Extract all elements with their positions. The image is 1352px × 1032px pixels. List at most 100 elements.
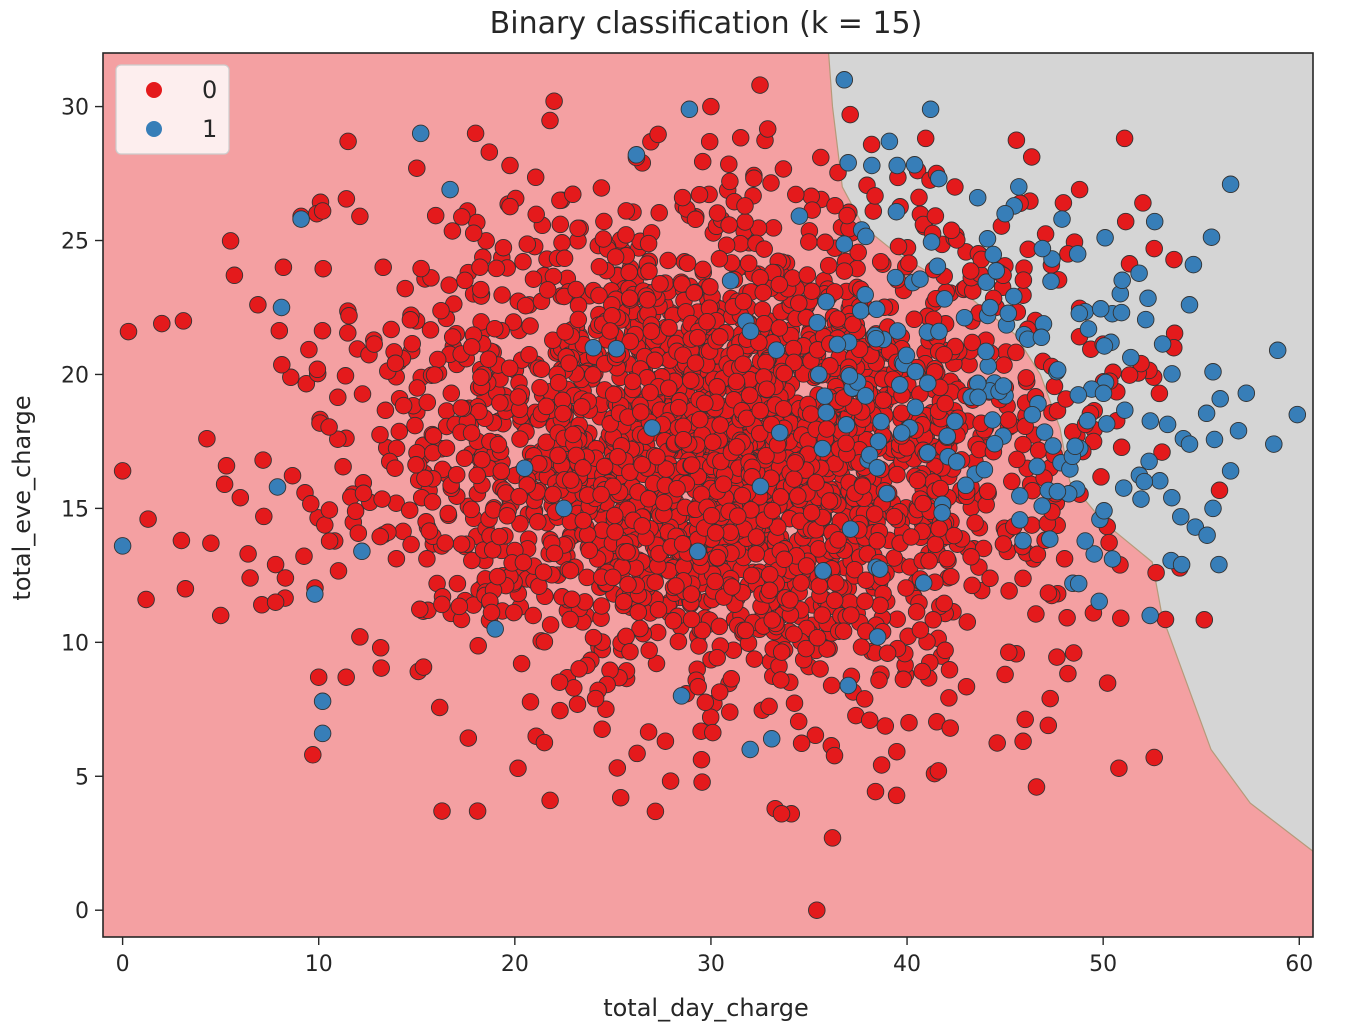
point-class-0 xyxy=(1112,438,1131,457)
point-class-0 xyxy=(477,232,495,250)
point-class-0 xyxy=(907,603,926,621)
point-class-0 xyxy=(698,312,716,331)
point-class-0 xyxy=(682,456,701,474)
point-class-0 xyxy=(1115,129,1134,148)
point-class-0 xyxy=(489,435,508,454)
point-class-0 xyxy=(961,262,980,280)
point-class-0 xyxy=(940,661,959,679)
point-class-0 xyxy=(621,332,640,351)
point-class-0 xyxy=(701,708,720,726)
point-class-0 xyxy=(760,565,779,584)
point-class-1 xyxy=(1103,550,1122,568)
point-class-0 xyxy=(708,548,727,567)
point-class-0 xyxy=(604,385,623,404)
point-class-1 xyxy=(906,398,925,417)
point-class-0 xyxy=(578,568,596,587)
point-class-0 xyxy=(640,262,658,281)
point-class-0 xyxy=(471,258,489,276)
point-class-0 xyxy=(545,92,563,110)
x-tick-label: 10 xyxy=(305,952,333,977)
point-class-1 xyxy=(930,322,948,341)
point-class-0 xyxy=(501,197,519,216)
point-class-0 xyxy=(838,206,856,225)
point-class-0 xyxy=(221,232,240,250)
point-class-0 xyxy=(708,204,727,222)
point-class-1 xyxy=(1032,328,1051,347)
point-class-0 xyxy=(632,403,650,421)
point-class-0 xyxy=(822,676,841,695)
point-class-0 xyxy=(940,689,958,707)
point-class-0 xyxy=(443,328,462,346)
point-class-0 xyxy=(736,213,754,231)
point-class-1 xyxy=(839,676,858,695)
point-class-0 xyxy=(807,473,825,492)
point-class-0 xyxy=(570,660,588,678)
point-class-1 xyxy=(1048,482,1067,501)
point-class-1 xyxy=(1229,421,1248,440)
point-class-1 xyxy=(947,453,966,471)
point-class-0 xyxy=(792,734,811,753)
point-class-1 xyxy=(272,298,291,317)
point-class-0 xyxy=(913,662,932,681)
point-class-1 xyxy=(672,687,691,705)
point-class-1 xyxy=(868,459,887,477)
point-class-1 xyxy=(689,542,707,561)
point-class-0 xyxy=(564,425,582,444)
point-class-0 xyxy=(407,456,425,474)
point-class-0 xyxy=(617,226,635,244)
point-class-0 xyxy=(673,535,692,553)
point-class-1 xyxy=(1135,472,1154,491)
point-class-0 xyxy=(853,477,872,495)
point-class-0 xyxy=(174,312,193,330)
point-class-0 xyxy=(387,549,406,568)
point-class-0 xyxy=(818,420,836,438)
point-class-1 xyxy=(905,156,924,174)
point-class-0 xyxy=(1008,450,1026,469)
point-class-0 xyxy=(731,129,750,147)
point-class-1 xyxy=(1085,545,1103,563)
point-class-0 xyxy=(785,625,803,643)
point-class-0 xyxy=(963,333,981,352)
point-class-0 xyxy=(692,750,711,769)
point-class-0 xyxy=(266,555,285,574)
point-class-1 xyxy=(1180,435,1199,453)
point-class-0 xyxy=(1120,366,1139,384)
point-class-0 xyxy=(871,596,889,615)
point-class-1 xyxy=(835,235,854,253)
point-class-0 xyxy=(659,379,678,397)
point-class-0 xyxy=(553,234,571,252)
point-class-0 xyxy=(710,250,729,268)
point-class-1 xyxy=(1198,526,1216,544)
point-class-0 xyxy=(541,616,560,634)
point-class-0 xyxy=(433,595,451,614)
point-class-0 xyxy=(137,590,155,609)
point-class-0 xyxy=(550,673,569,691)
point-class-0 xyxy=(428,350,447,369)
point-class-0 xyxy=(562,471,580,489)
point-class-1 xyxy=(441,180,459,199)
point-class-0 xyxy=(751,76,769,94)
point-class-0 xyxy=(708,648,726,667)
point-class-0 xyxy=(957,677,976,696)
point-class-0 xyxy=(668,479,686,498)
point-class-1 xyxy=(946,412,964,431)
point-class-1 xyxy=(1140,452,1158,471)
point-class-0 xyxy=(551,701,569,720)
point-class-0 xyxy=(860,711,879,729)
point-class-0 xyxy=(693,621,712,640)
point-class-0 xyxy=(816,233,834,252)
point-class-0 xyxy=(436,534,454,552)
point-class-0 xyxy=(995,356,1013,374)
point-class-0 xyxy=(400,501,419,519)
point-class-0 xyxy=(646,802,665,821)
point-class-0 xyxy=(514,252,532,271)
point-class-0 xyxy=(661,772,680,790)
point-class-0 xyxy=(590,257,609,276)
point-class-1 xyxy=(1132,490,1150,508)
point-class-0 xyxy=(1195,611,1214,629)
point-class-1 xyxy=(1145,212,1164,231)
point-class-0 xyxy=(569,219,587,238)
point-class-0 xyxy=(818,640,836,658)
point-class-0 xyxy=(308,360,327,379)
point-class-0 xyxy=(649,600,668,619)
